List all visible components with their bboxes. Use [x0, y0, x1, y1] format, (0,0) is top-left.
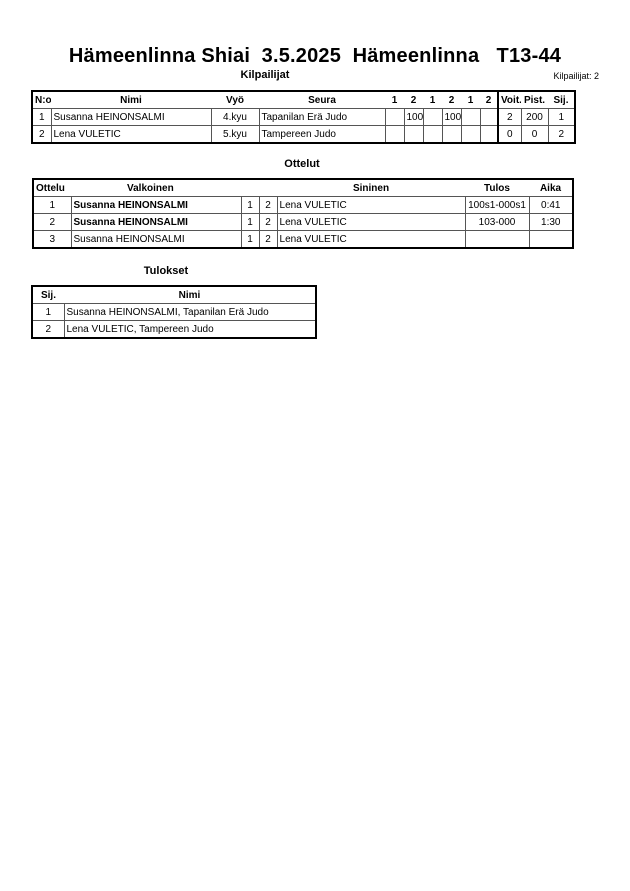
table-cell: Tapanilan Erä Judo: [258, 108, 386, 126]
table-cell: 100: [441, 108, 462, 126]
col-header: Seura: [259, 91, 385, 109]
table-cell: [441, 125, 462, 144]
table-cell: 1: [31, 108, 52, 126]
table-cell: Susanna HEINONSALMI, Tapanilan Erä Judo: [63, 303, 317, 321]
col-header: Tulos: [465, 179, 530, 197]
table-row: 1 Susanna HEINONSALMI 4.kyu Tapanilan Erä J…: [31, 108, 576, 126]
table-cell: 4.kyu: [210, 108, 260, 126]
table-row: 1 Susanna HEINONSALMI 1 2 Lena VULETIC 100s1-…: [32, 196, 574, 214]
col-header: Sininen: [277, 179, 466, 197]
table-cell: [422, 125, 443, 144]
col-header: 1: [461, 91, 480, 109]
col-header: 2: [480, 91, 498, 109]
competitor-count: Kilpailijat: 2: [553, 71, 599, 81]
table-cell: 100: [403, 108, 424, 126]
table-cell: Lena VULETIC: [276, 230, 466, 249]
results-heading: Tulokset: [143, 265, 189, 277]
table-cell: 5.kyu: [210, 125, 260, 144]
table-cell: [460, 125, 481, 144]
competitors-heading: Kilpailijat: [240, 69, 290, 81]
table-cell: [403, 125, 424, 144]
table-cell: [460, 108, 481, 126]
table-row: 2 Lena VULETIC, Tampereen Judo: [31, 320, 317, 339]
table-cell: [422, 108, 443, 126]
table-cell: Lena VULETIC: [50, 125, 212, 144]
table-cell: 1: [240, 196, 260, 214]
col-header: Voit.: [497, 91, 521, 109]
table-cell: 0:41: [528, 196, 574, 214]
col-header: 1: [423, 91, 442, 109]
table-cell: 2: [32, 213, 72, 231]
col-header: Sij.: [32, 286, 64, 304]
col-header: Nimi: [64, 286, 316, 304]
competitors-table: N:o Nimi Vyö Seura 1 2 1 2 1 2 Voit. Pis…: [31, 90, 576, 144]
table-cell: [479, 125, 499, 144]
table-cell: Lena VULETIC, Tampereen Judo: [63, 320, 317, 339]
col-header: Pist.: [521, 91, 548, 109]
table-cell: Susanna HEINONSALMI: [50, 108, 212, 126]
table-cell: 2: [497, 108, 522, 126]
table-cell: 2: [258, 213, 278, 231]
table-cell: 200: [520, 108, 549, 126]
table-cell: Tampereen Judo: [258, 125, 386, 144]
table-cell: 2: [547, 125, 576, 144]
table-cell: Susanna HEINONSALMI: [70, 213, 242, 231]
table-cell: 1:30: [528, 213, 574, 231]
table-cell: [528, 230, 574, 249]
table-cell: 0: [497, 125, 522, 144]
table-cell: 103-000: [464, 213, 530, 231]
table-cell: Lena VULETIC: [276, 196, 466, 214]
table-cell: 100s1-000s1: [464, 196, 530, 214]
col-header: 2: [442, 91, 461, 109]
table-cell: 2: [31, 125, 52, 144]
table-cell: 1: [240, 213, 260, 231]
col-header: Aika: [529, 179, 574, 197]
matches-heading: Ottelut: [284, 158, 320, 170]
table-cell: [384, 125, 405, 144]
table-cell: Susanna HEINONSALMI: [70, 230, 242, 249]
matches-table: Ottelu Valkoinen Sininen Tulos Aika 1 Sus…: [32, 178, 575, 249]
table-cell: 2: [258, 196, 278, 214]
col-header: Ottelu: [33, 179, 71, 197]
table-cell: [464, 230, 530, 249]
table-cell: 2: [31, 320, 65, 339]
results-table: Sij. Nimi 1 Susanna HEINONSALMI, Tapanila…: [31, 285, 317, 339]
table-cell: [479, 108, 499, 126]
table-row: 3 Susanna HEINONSALMI 1 2 Lena VULETIC: [32, 230, 574, 249]
col-header: N:o: [32, 91, 51, 109]
table-cell: 1: [31, 303, 65, 321]
table-cell: 2: [258, 230, 278, 249]
col-header: 1: [385, 91, 404, 109]
table-row: 1 Susanna HEINONSALMI, Tapanilan Erä Judo: [31, 303, 317, 321]
page-title: Hämeenlinna Shiai 3.5.2025 Hämeenlinna T…: [68, 45, 562, 67]
col-header: Vyö: [211, 91, 259, 109]
table-cell: Susanna HEINONSALMI: [70, 196, 242, 214]
table-cell: 3: [32, 230, 72, 249]
table-cell: 1: [547, 108, 576, 126]
col-header: Nimi: [51, 91, 211, 109]
table-cell: 1: [240, 230, 260, 249]
table-cell: 1: [32, 196, 72, 214]
table-cell: 0: [520, 125, 549, 144]
table-row: 2 Susanna HEINONSALMI 1 2 Lena VULETIC 103-00…: [32, 213, 574, 231]
col-header: 2: [404, 91, 423, 109]
col-header: Valkoinen: [71, 179, 278, 197]
table-row: 2 Lena VULETIC 5.kyu Tampereen Judo 0 0 2: [31, 125, 576, 144]
col-header: Sij.: [548, 91, 575, 109]
table-cell: [384, 108, 405, 126]
table-cell: Lena VULETIC: [276, 213, 466, 231]
